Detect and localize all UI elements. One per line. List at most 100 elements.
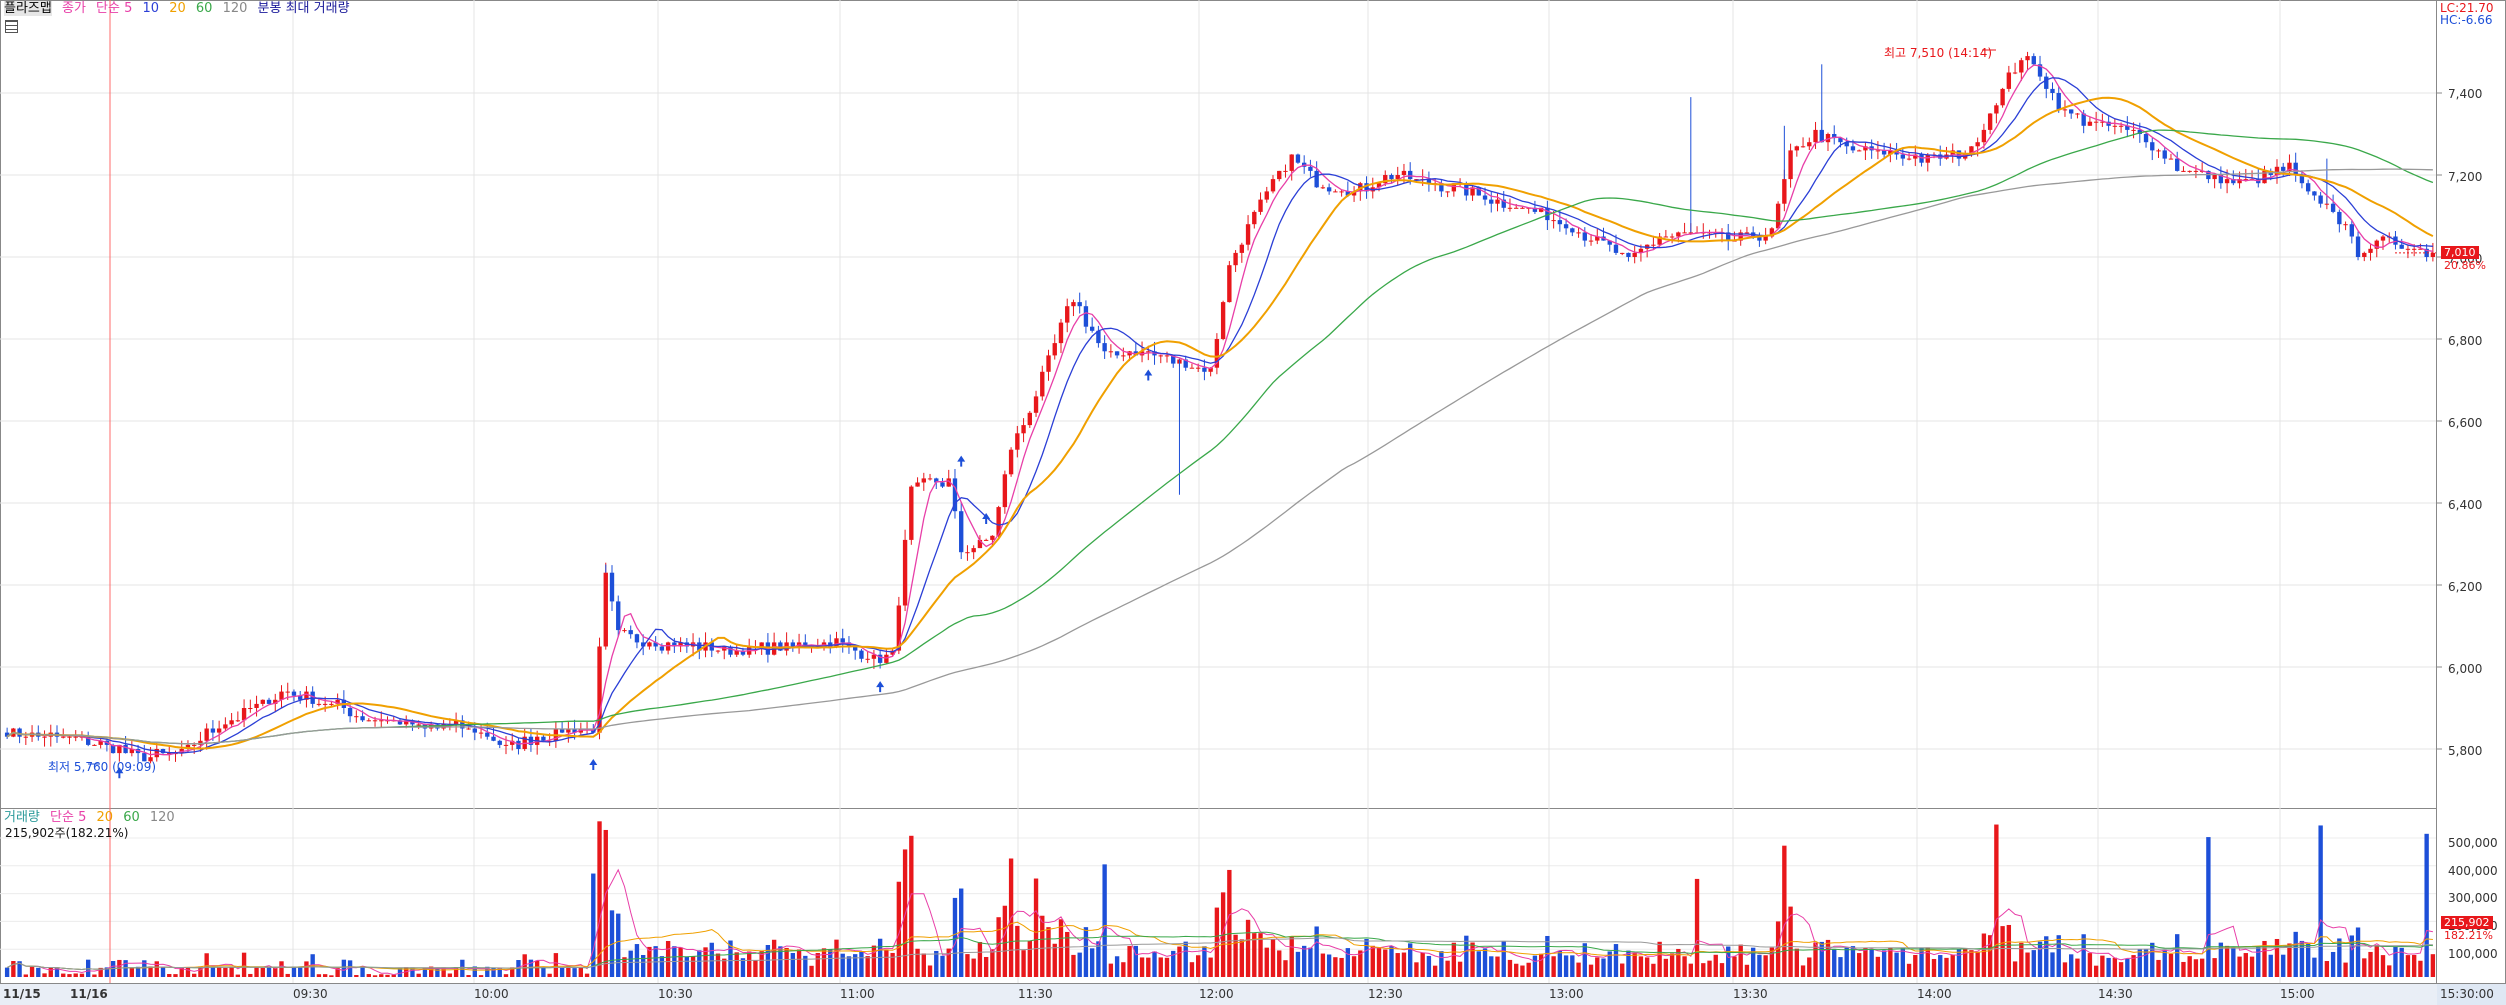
volume-bar (2056, 935, 2061, 977)
candle-body (148, 757, 153, 762)
volume-bar (2274, 938, 2280, 977)
volume-bar (1065, 931, 1070, 977)
candle-body (597, 646, 602, 733)
legend-close[interactable]: 종가 (61, 1, 86, 16)
candle-body (1052, 343, 1057, 356)
volume-bar (2143, 948, 2149, 977)
candle-body (2000, 88, 2005, 106)
legend-volume[interactable]: 거래량 (4, 810, 40, 825)
volume-bar (2318, 825, 2323, 977)
volume-bar (1239, 939, 1245, 977)
candle-body (1769, 228, 1775, 237)
volume-bar (1108, 963, 1114, 977)
volume-bar (1963, 949, 1968, 977)
candle-body (1987, 113, 1993, 130)
x-tick-label: 14:30 (2098, 987, 2133, 1001)
candle-body (1333, 191, 1338, 193)
table-icon[interactable] (5, 20, 18, 33)
volume-bar (778, 946, 783, 977)
legend-volume-ma60[interactable]: 60 (123, 810, 140, 825)
volume-bar (335, 968, 340, 977)
volume-bar (135, 966, 141, 977)
ma10-line (6, 77, 2433, 754)
candle-body (2237, 179, 2242, 184)
candle-body (2293, 162, 2298, 175)
volume-bar (36, 967, 41, 977)
volume-legend[interactable]: 거래량 단순 5 20 60 120 (4, 810, 181, 826)
candle-body (566, 728, 571, 733)
candle-body (503, 744, 509, 746)
legend-ma60[interactable]: 60 (195, 1, 213, 16)
legend-max-volume[interactable]: 분봉 최대 거래량 (257, 1, 350, 16)
volume-bar (2330, 951, 2336, 977)
candle-body (1975, 142, 1980, 147)
volume-bar (2424, 833, 2429, 977)
candle-body (1969, 146, 1974, 155)
volume-bar (2175, 934, 2180, 977)
volume-bar (1832, 948, 1837, 977)
volume-bar (1701, 963, 1706, 977)
volume-bar (1439, 951, 1444, 977)
candle-body (167, 753, 172, 755)
volume-bar (453, 967, 459, 977)
volume-bar (952, 897, 958, 977)
candle-body (1033, 396, 1039, 413)
volume-bar (2181, 961, 2186, 977)
candle-body (1875, 150, 1881, 152)
volume-bar (1732, 956, 1737, 977)
buy-arrow-marker (589, 759, 598, 770)
volume-bar (715, 953, 721, 977)
legend-ma120[interactable]: 120 (222, 1, 248, 16)
candle-body (298, 695, 303, 700)
candle-body (23, 736, 29, 738)
volume-bar (1302, 945, 1307, 977)
volume-bar (1489, 956, 1494, 977)
volume-bar (17, 961, 22, 977)
volume-bar (1545, 935, 1550, 977)
candle-body (2125, 125, 2130, 130)
candle-body (354, 716, 359, 718)
volume-bar (2430, 954, 2436, 977)
candle-body (98, 740, 103, 745)
volume-bar (584, 973, 590, 977)
volume-bar (167, 974, 172, 977)
candle-body (1638, 248, 1644, 253)
volume-bar (2118, 962, 2124, 977)
candle-body (2131, 129, 2136, 131)
candle-body (1595, 236, 1600, 241)
volume-bar (1414, 962, 1419, 977)
volume-bar (534, 960, 540, 977)
legend-volume-ma120[interactable]: 120 (149, 810, 175, 825)
volume-bar (2418, 960, 2423, 977)
price-legend[interactable]: 플라즈맵 종가 단순 5 10 20 60 120 분봉 최대 거래량 (4, 1, 356, 17)
volume-bar (48, 967, 53, 977)
candle-body (2187, 170, 2192, 172)
y-tick-label: 6,000 (2448, 662, 2483, 676)
candle-body (921, 478, 926, 483)
candle-body (871, 654, 877, 659)
candle-body (1445, 191, 1450, 193)
volume-bar (1432, 965, 1438, 977)
volume-bar (1950, 955, 1955, 977)
candle-body (2069, 109, 2074, 114)
volume-bar (129, 967, 135, 977)
volume-bar (1763, 955, 1768, 977)
volume-bar (597, 821, 602, 977)
legend-ma5[interactable]: 단순 5 (96, 1, 133, 16)
candle-body (347, 708, 353, 717)
volume-bar (1825, 939, 1831, 977)
volume-bar (2012, 961, 2018, 977)
volume-bar (547, 973, 552, 977)
legend-stock-name[interactable]: 플라즈맵 (4, 1, 52, 16)
volume-bar (2256, 946, 2261, 977)
volume-bar (2100, 955, 2105, 977)
legend-ma10[interactable]: 10 (142, 1, 160, 16)
candle-body (1807, 142, 1812, 147)
legend-ma20[interactable]: 20 (169, 1, 186, 16)
legend-volume-ma5[interactable]: 단순 5 (50, 810, 87, 825)
legend-volume-ma20[interactable]: 20 (96, 810, 114, 825)
candle-body (616, 601, 621, 631)
candle-body (2100, 121, 2105, 123)
y-tick-label: 7,200 (2448, 170, 2483, 184)
volume-bar (2224, 945, 2230, 977)
